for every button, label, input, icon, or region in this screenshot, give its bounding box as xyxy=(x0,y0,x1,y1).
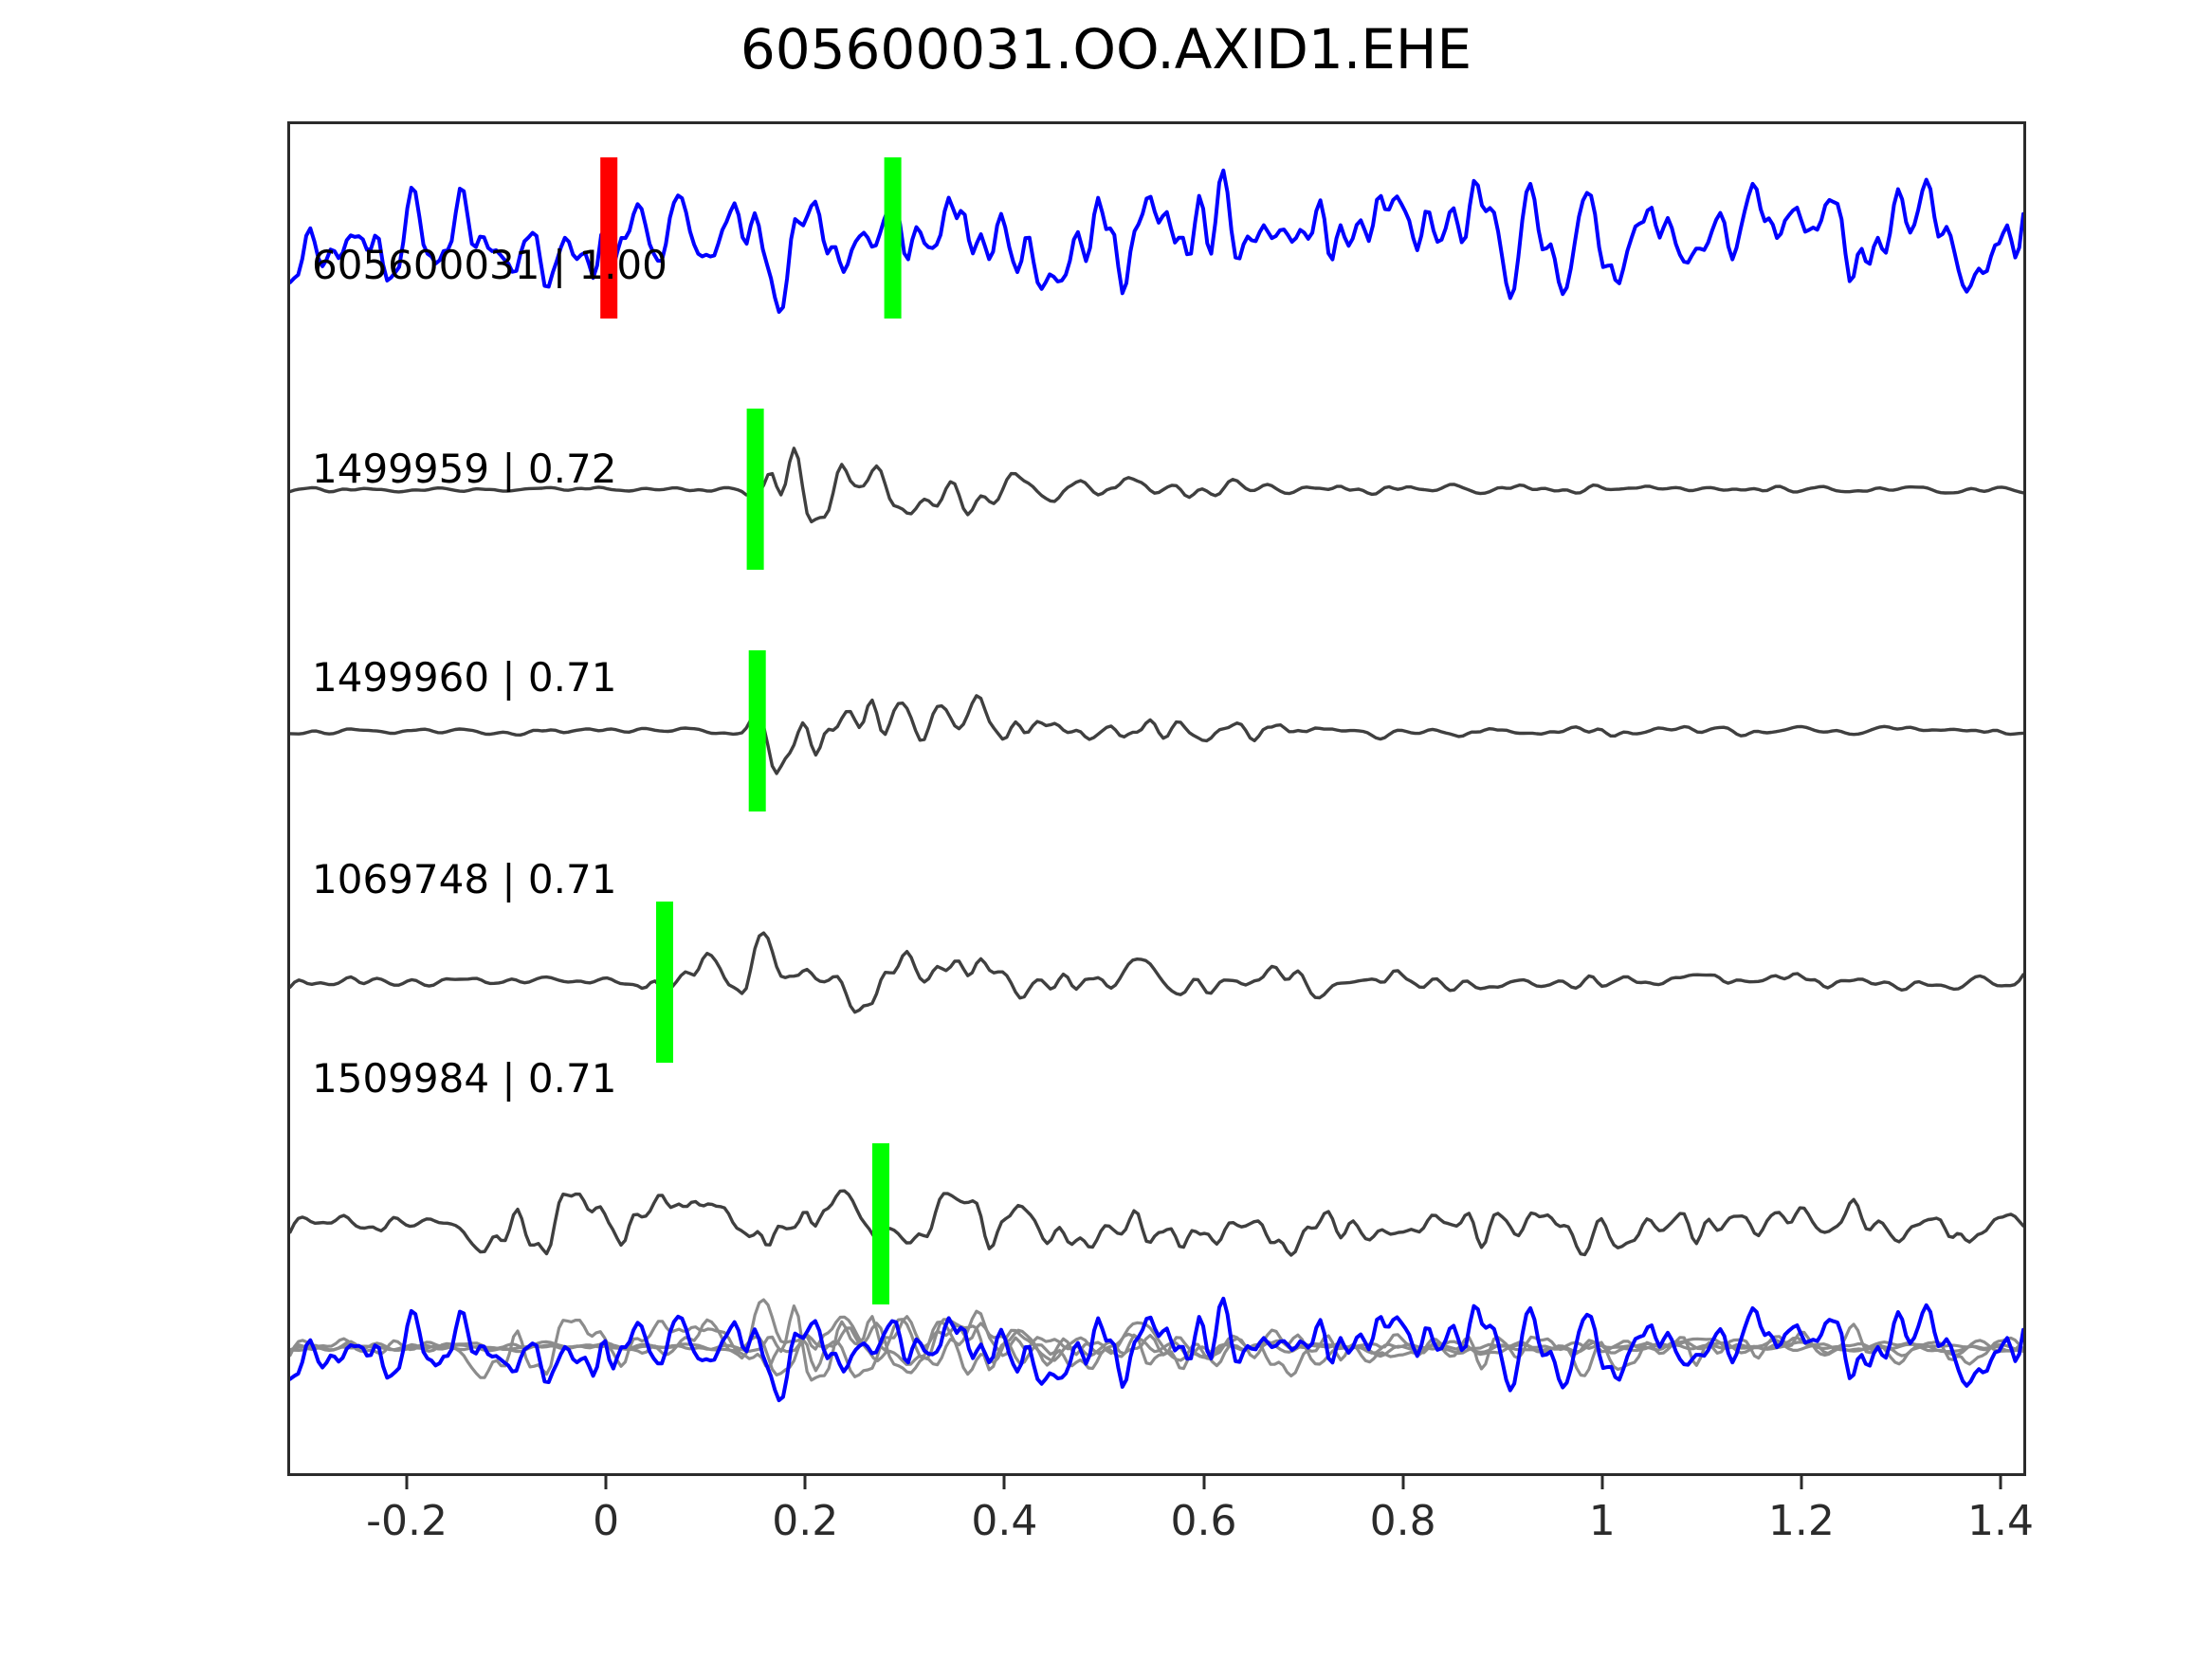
x-tick-mark xyxy=(1800,1476,1803,1489)
x-tick-label: 1.2 xyxy=(1767,1497,1835,1545)
x-tick-label: 0.6 xyxy=(1170,1497,1237,1545)
x-tick-label: 0.4 xyxy=(971,1497,1038,1545)
plot-frame xyxy=(287,121,2026,1476)
page-title: 605600031.OO.AXID1.EHE xyxy=(740,17,1472,82)
x-tick-label: 1 xyxy=(1588,1497,1616,1545)
s-pick-marker xyxy=(746,409,764,570)
p-pick-marker xyxy=(600,157,618,319)
x-tick-mark xyxy=(1401,1476,1405,1489)
s-pick-marker xyxy=(872,1143,889,1304)
x-tick-label: 0 xyxy=(593,1497,620,1545)
trace-label: 1499959 | 0.72 xyxy=(312,446,617,492)
x-tick-label: -0.2 xyxy=(366,1497,448,1545)
s-pick-marker xyxy=(884,157,902,319)
x-tick-mark xyxy=(803,1476,807,1489)
x-tick-label: 0.2 xyxy=(772,1497,839,1545)
x-tick-mark xyxy=(1999,1476,2002,1489)
waveform-canvas xyxy=(290,157,2023,1403)
s-pick-marker xyxy=(748,650,766,811)
x-tick-label: 1.4 xyxy=(1966,1497,2034,1545)
x-tick-mark xyxy=(405,1476,409,1489)
x-tick-label: 0.8 xyxy=(1369,1497,1436,1545)
trace-label: 1069748 | 0.71 xyxy=(312,856,617,902)
x-tick-mark xyxy=(604,1476,608,1489)
x-tick-mark xyxy=(1600,1476,1604,1489)
x-tick-mark xyxy=(1202,1476,1206,1489)
x-axis: -0.2 0 0.2 0.4 0.6 0.8 1 1.2 1.4 xyxy=(287,1476,2034,1545)
plot-area xyxy=(290,124,2023,1473)
trace-label: 1499960 | 0.71 xyxy=(312,654,617,701)
trace-label: 605600031 | 1.00 xyxy=(312,242,667,288)
x-tick-mark xyxy=(1002,1476,1006,1489)
s-pick-marker xyxy=(656,902,673,1063)
trace-label: 1509984 | 0.71 xyxy=(312,1055,617,1102)
